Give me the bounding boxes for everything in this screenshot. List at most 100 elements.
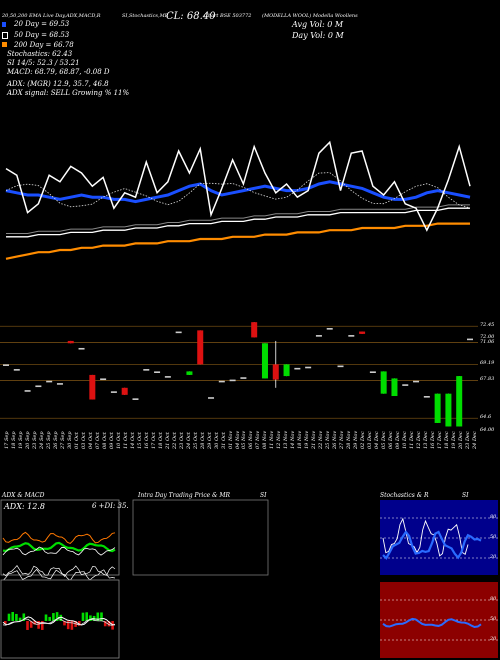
price-axis-label: 64.6 [480,414,492,421]
date-axis-label: 28 Nov [346,430,353,449]
ema50-shadow-line [6,204,470,234]
ema50-label: 50 Day = 68.53 [14,31,70,39]
date-axis-label: 28 Oct [199,432,206,449]
adx-orange-line [2,531,116,545]
date-axis-label: 08 Nov [262,430,269,449]
date-axis-label: 04 Oct [87,432,94,449]
candle-body [164,376,171,378]
adx-di-values: 6 +DI: 35. [92,502,129,510]
intraday-si-label: SI [260,492,267,499]
candle-body [132,398,139,400]
macd-histogram-bar [26,621,29,630]
ema200-label: 200 Day = 66.78 [14,41,74,49]
level-label: 50 [490,534,497,540]
symbol-title: (MODELLA WOOL) Modella Woollens [262,13,358,19]
adx-white-line [2,546,116,556]
candle-body [369,371,376,373]
date-axis-label: 03 Oct [80,432,87,449]
date-axis-label: 24 Dec [472,431,478,449]
level-label: 80 [490,514,497,520]
date-axis-label: 12 Dec [416,431,423,449]
candle-body [110,391,117,393]
stoch-d-line [382,530,482,560]
macd-histogram-bar [96,612,100,621]
candle-body [78,347,85,350]
date-axis-label: 30 Sep [66,431,73,449]
date-axis-label: 18 Dec [444,431,451,449]
candle-body [251,322,258,338]
adx-label: ADX: (MGR) 12.9, 35.7, 46.8 [7,80,109,88]
candle-body [186,371,193,375]
candle-body [326,328,333,330]
date-axis-label: 20 Dec [458,431,465,449]
candle-body [294,367,301,370]
macd-histogram-bar [55,612,59,621]
date-axis-label: 24 Sep [38,431,45,449]
ema200-line [5,222,470,260]
level-label: 20 [490,636,497,642]
date-axis-label: 19 Sep [17,431,24,449]
date-axis-label: 16 Dec [430,431,437,449]
stoch-k-line [382,517,469,557]
date-axis-label: 13 Dec [423,431,430,449]
macd-histogram-bar [74,621,77,627]
date-axis-label: 12 Nov [276,430,283,449]
stoch-panel-bg [380,500,498,575]
stoch-si-label: SI [462,492,469,499]
candle-body [218,380,225,383]
candle-body [197,330,204,365]
macd-histogram-bar [89,615,92,621]
candle-body [315,335,322,337]
date-axis-label: 25 Nov [325,430,332,449]
candle-body [413,380,420,383]
price-chart [0,140,478,427]
date-axis-label: 20 Sep [24,431,31,449]
si-header: SI,Stochastics,MR [122,13,169,19]
price-axis-label: 72.45 [480,322,495,329]
date-axis-label: 11 Nov [269,430,276,449]
intraday-panel-title: Intra Day Trading Price & MR [138,492,231,499]
date-axis-label: 18 Nov [297,430,304,449]
macd-histogram-bar [15,613,18,621]
date-axis-label: 07 Oct [94,432,101,449]
price-axis-label: 64.00 [480,427,495,434]
date-axis-label: 05 Nov [241,430,248,449]
macd-histogram-bar [33,621,37,625]
candle-body [3,364,9,366]
macd-histogram-bar [103,621,107,627]
adx-lower-line-2 [2,568,116,581]
date-axis-label: 17 Sep [4,431,10,449]
candle-body [337,365,344,368]
candle-body [261,343,268,379]
candle-body [89,374,96,400]
date-axis-label: 16 Oct [143,432,150,449]
macd-histogram-bar [7,613,11,621]
date-axis-label: 14 Oct [129,432,136,449]
candle-body [402,384,409,386]
macd-histogram-bar [100,612,103,621]
macd-histogram-bar [81,612,85,621]
price-axis-label: 69.19 [480,360,495,367]
candle-body [434,393,441,423]
candle-body [456,376,463,427]
date-axis-label: 08 Oct [101,432,108,449]
day-volume: Day Vol: 0 M [292,31,344,40]
date-axis-label: 23 Oct [178,432,185,449]
date-axis-label: 15 Oct [136,432,143,449]
symbol-code: Chart BSE 503772 [204,13,252,19]
indicator-header: 20,50,200 EMA Live Day,ADX,MACD,R [2,13,101,19]
macd-signal-line [2,618,116,626]
date-axis-label: 26 Nov [332,430,339,449]
adx-green-line [2,541,116,553]
macd-histogram-bar [59,614,63,621]
candle-body [380,371,387,394]
intraday-panel-frame [132,499,269,576]
date-axis-label: 23 Dec [465,431,471,449]
si-panel-bg [380,582,498,658]
date-axis-label: 21 Nov [311,430,318,449]
date-axis-label: 06 Dec [388,431,395,449]
adx-panel-frame [0,499,120,576]
adx-signal: ADX signal: SELL Growing % 11% [7,89,130,97]
date-axis-label: 25 Sep [45,431,52,449]
ema50-swatch [2,32,8,39]
